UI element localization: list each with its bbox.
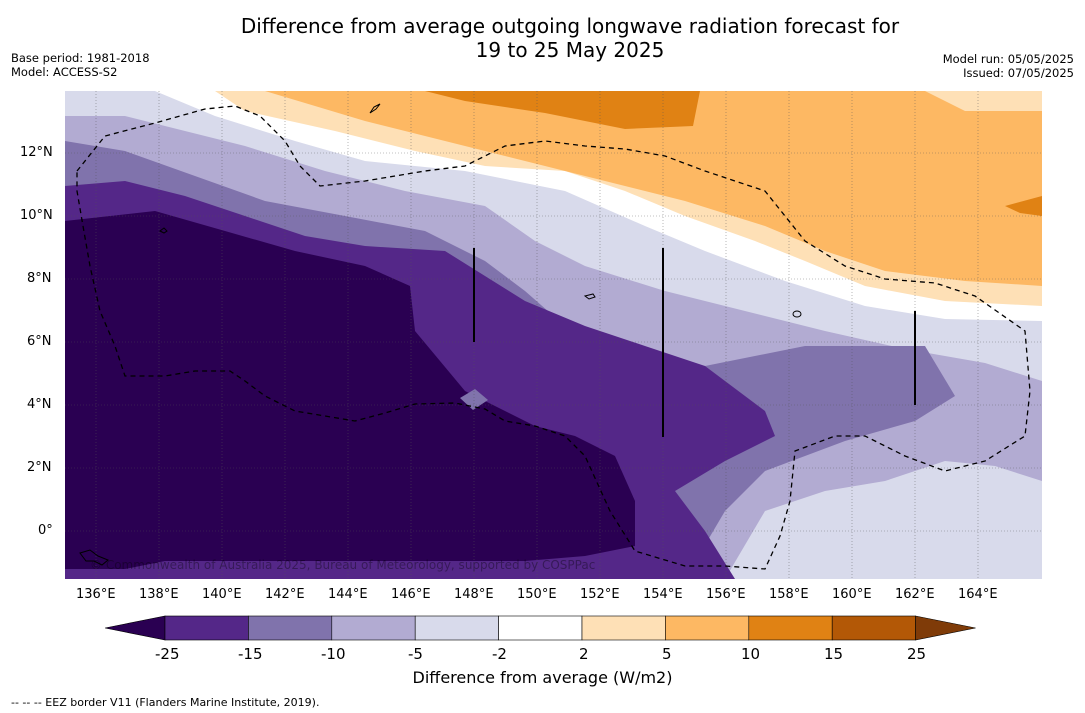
y-tick-6n: 6°N bbox=[27, 334, 52, 349]
eez-border bbox=[76, 105, 1031, 570]
band-5-to-10 bbox=[265, 91, 1042, 286]
eez-footnote: -- -- -- EEZ border V11 (Flanders Marine… bbox=[11, 696, 320, 709]
olr-anomaly-map: © Commonwealth of Australia 2025, Bureau… bbox=[65, 91, 1042, 579]
colorbar-segment bbox=[164, 615, 249, 641]
cbar-tick-6: 5 bbox=[662, 645, 672, 663]
x-tick-146e: 146°E bbox=[391, 587, 431, 602]
colorbar-segment bbox=[414, 615, 499, 641]
y-tick-12n: 12°N bbox=[20, 145, 53, 160]
issued-date: Issued: 07/05/2025 bbox=[963, 66, 1074, 80]
y-tick-8n: 8°N bbox=[27, 271, 52, 286]
x-tick-162e: 162°E bbox=[895, 587, 935, 602]
y-tick-10n: 10°N bbox=[20, 208, 53, 223]
cbar-tick-8: 15 bbox=[824, 645, 844, 663]
band-10-to-15 bbox=[425, 91, 700, 129]
latitude-gridlines bbox=[65, 152, 1042, 532]
colorbar-segment bbox=[248, 615, 333, 641]
x-tick-150e: 150°E bbox=[517, 587, 557, 602]
base-period: Base period: 1981-2018 bbox=[11, 51, 150, 65]
x-tick-164e: 164°E bbox=[958, 587, 998, 602]
x-tick-156e: 156°E bbox=[706, 587, 746, 602]
model-run: Model run: 05/05/2025 bbox=[942, 52, 1074, 66]
band-minus25-small bbox=[460, 389, 488, 410]
x-tick-138e: 138°E bbox=[139, 587, 179, 602]
y-tick-0: 0° bbox=[38, 523, 53, 538]
x-tick-140e: 140°E bbox=[202, 587, 242, 602]
title-line-2: 19 to 25 May 2025 bbox=[475, 38, 665, 62]
colorbar-segment bbox=[748, 615, 833, 641]
cbar-tick-0: -25 bbox=[155, 645, 180, 663]
colorbar-segment bbox=[498, 615, 583, 641]
x-tick-152e: 152°E bbox=[580, 587, 620, 602]
cbar-tick-5: 2 bbox=[579, 645, 589, 663]
colorbar-extend-high bbox=[915, 615, 976, 641]
meta-right: Model run: 05/05/2025 Issued: 07/05/2025 bbox=[943, 52, 1074, 80]
band-below-minus25 bbox=[65, 211, 635, 569]
x-tick-154e: 154°E bbox=[643, 587, 683, 602]
x-tick-160e: 160°E bbox=[832, 587, 872, 602]
cbar-tick-3: -5 bbox=[408, 645, 423, 663]
x-tick-136e: 136°E bbox=[76, 587, 116, 602]
x-tick-148e: 148°E bbox=[454, 587, 494, 602]
model-name: Model: ACCESS-S2 bbox=[11, 65, 118, 79]
band-10-to-15-east bbox=[1005, 196, 1042, 216]
colorbar-segments bbox=[105, 615, 976, 641]
vertical-markers bbox=[473, 248, 916, 437]
title-line-1: Difference from average outgoing longwav… bbox=[240, 14, 900, 38]
meta-left: Base period: 1981-2018 Model: ACCESS-S2 bbox=[11, 51, 150, 79]
cbar-tick-9: 25 bbox=[907, 645, 927, 663]
colorbar-segment bbox=[831, 615, 916, 641]
cbar-tick-4: -2 bbox=[492, 645, 507, 663]
y-tick-4n: 4°N bbox=[27, 397, 52, 412]
x-tick-158e: 158°E bbox=[769, 587, 809, 602]
colorbar-label: Difference from average (W/m2) bbox=[412, 668, 673, 687]
cbar-tick-7: 10 bbox=[741, 645, 761, 663]
colorbar-segment bbox=[581, 615, 666, 641]
y-tick-2n: 2°N bbox=[27, 460, 52, 475]
colorbar-extend-low bbox=[105, 615, 166, 641]
x-tick-144e: 144°E bbox=[328, 587, 368, 602]
colorbar-segment bbox=[331, 615, 416, 641]
longitude-gridlines bbox=[95, 91, 979, 579]
copyright-watermark: © Commonwealth of Australia 2025, Bureau… bbox=[90, 558, 595, 572]
island-outlines bbox=[79, 103, 802, 566]
x-tick-142e: 142°E bbox=[265, 587, 305, 602]
chart-title: Difference from average outgoing longwav… bbox=[0, 14, 1085, 62]
cbar-tick-1: -15 bbox=[238, 645, 263, 663]
colorbar-segment bbox=[665, 615, 750, 641]
cbar-tick-2: -10 bbox=[321, 645, 346, 663]
colorbar bbox=[105, 615, 976, 641]
